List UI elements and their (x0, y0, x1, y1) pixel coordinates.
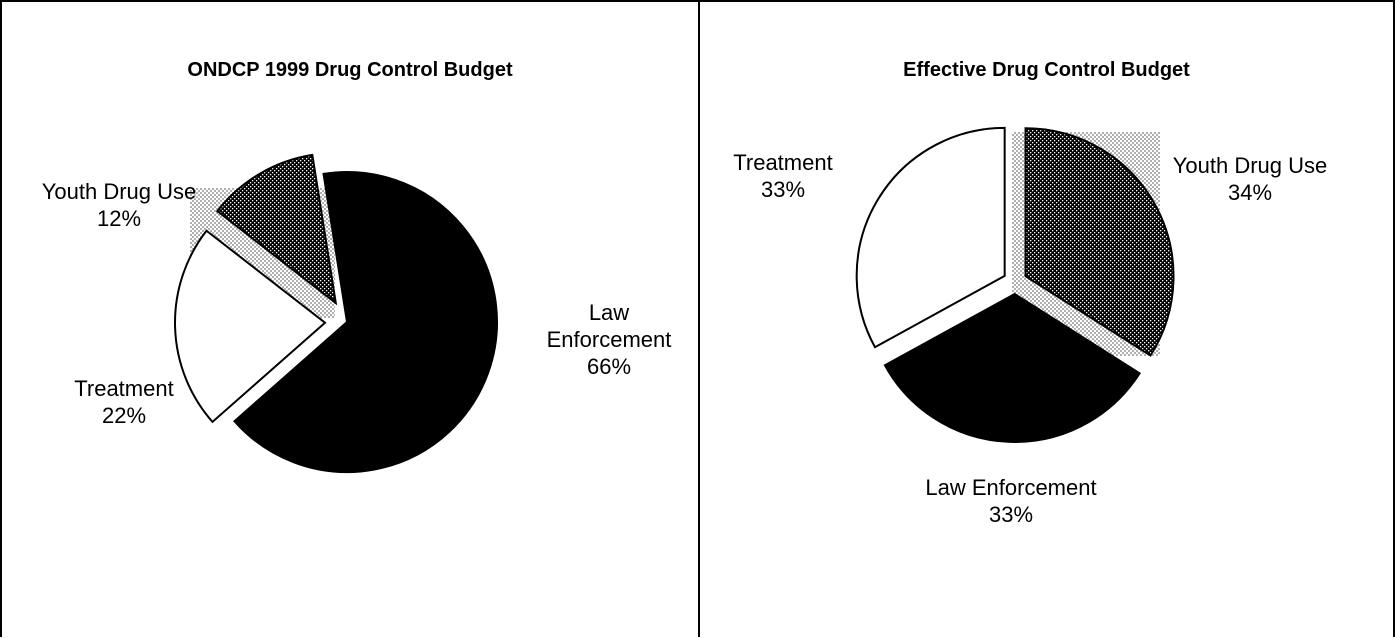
chart-title: Effective Drug Control Budget (903, 59, 1190, 81)
chart-title: ONDCP 1999 Drug Control Budget (187, 59, 513, 81)
chart-panel-effective: Effective Drug Control Budget Youth Drug… (698, 0, 1395, 637)
slice-label-treatment: Treatment 22% (74, 376, 173, 428)
slice-label-youth-drug-use: Youth Drug Use 12% (42, 179, 197, 231)
pie-slice-youth-drug-use (1024, 127, 1175, 357)
pie-chart-effective: Youth Drug Use 34% Law Enforcement 33% Treat… (733, 126, 1328, 527)
pie-slice-law-enforcement (883, 292, 1141, 443)
slice-label-law-enforcement: Law Enforcement 66% (547, 300, 672, 379)
pie-slice-youth-drug-use (215, 153, 338, 306)
slice-label-law-enforcement: Law Enforcement 33% (925, 475, 1096, 527)
pie-slice-law-enforcement (233, 171, 498, 473)
chart-panel-ondcp: ONDCP 1999 Drug Control Budget Law Enforc… (0, 0, 700, 637)
slice-label-treatment: Treatment 33% (733, 150, 832, 202)
pie-slice-treatment (855, 126, 1006, 349)
pie-slice-treatment (174, 229, 327, 424)
pie-chart-ondcp: Law Enforcement 66% Treatment 22% Youth Drug … (42, 153, 672, 473)
slice-label-youth-drug-use: Youth Drug Use 34% (1173, 153, 1328, 205)
